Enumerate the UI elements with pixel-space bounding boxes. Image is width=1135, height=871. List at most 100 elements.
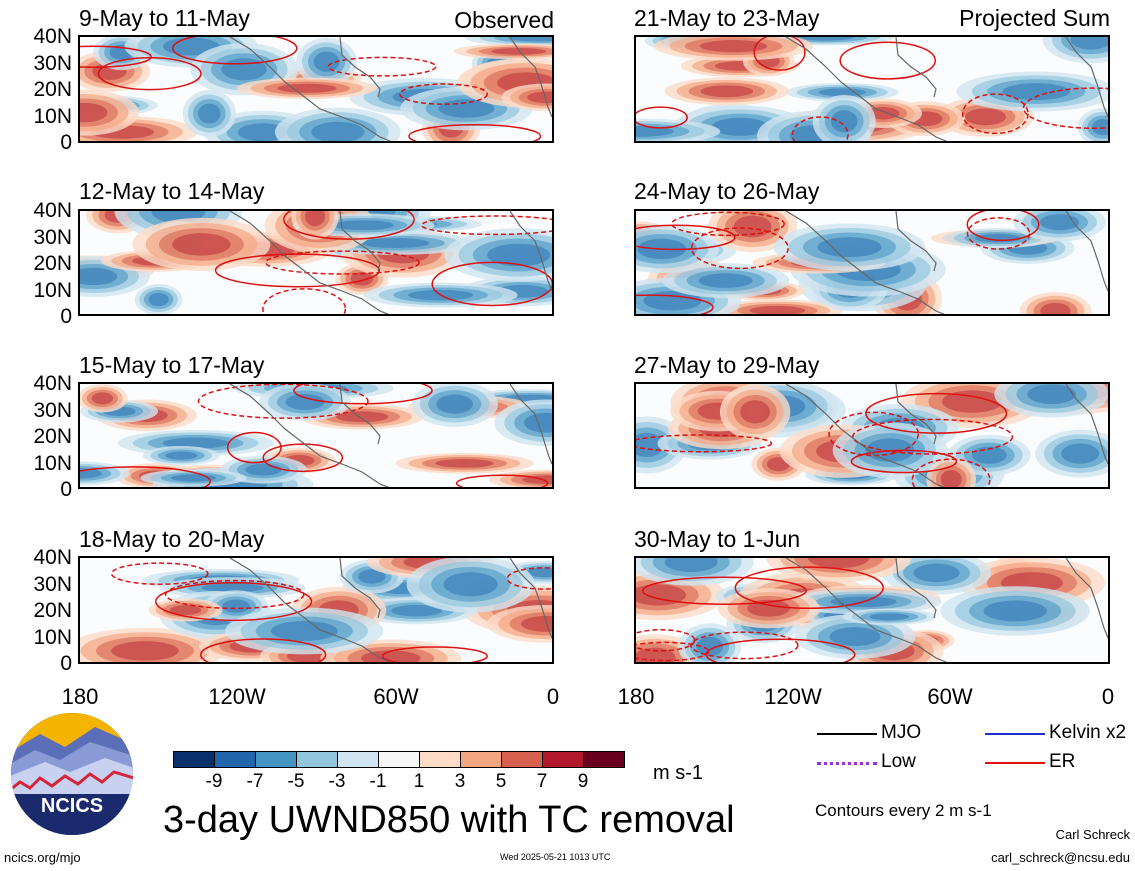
anomaly-blob [636, 126, 674, 137]
anomaly-blob [236, 461, 291, 479]
anomaly-blob [829, 627, 881, 647]
footer-email: carl_schreck@ncsu.edu [991, 850, 1130, 865]
y-tick-label: 30N [33, 572, 72, 596]
anomaly-blob [285, 394, 325, 410]
anomaly-blob [974, 233, 1021, 243]
anomaly-blob [987, 79, 1086, 104]
panel-title-6: 24-May to 26-May [634, 178, 820, 204]
anomaly-blob [307, 46, 346, 77]
logo-text: NCICS [41, 795, 103, 817]
legend-er-label: ER [1049, 751, 1076, 772]
er-contour [961, 93, 1029, 135]
anomaly-blob [421, 456, 508, 470]
colorbar-swatch [542, 751, 584, 768]
anomaly-blob [172, 233, 231, 256]
er-contour [154, 582, 313, 622]
legend-low-line [817, 762, 877, 765]
legend-low-label: Low [881, 751, 916, 772]
anomaly-blob [965, 108, 1007, 126]
y-tick-label: 40N [33, 25, 72, 48]
er-contour [690, 227, 789, 270]
anomaly-blob [869, 613, 910, 621]
anomaly-blob [818, 88, 867, 97]
anomaly-blob [696, 636, 724, 657]
x-tick-right-0: 0 [1101, 684, 1115, 709]
anomaly-blob [664, 558, 718, 573]
anomaly-blob [358, 569, 386, 584]
anomaly-blob [333, 220, 394, 231]
y-tick-label: 40N [33, 546, 72, 569]
anomaly-blob [1027, 384, 1076, 405]
colorbar-label: -5 [287, 771, 305, 792]
anomaly-blob [162, 437, 229, 449]
anomaly-blob [955, 104, 1016, 130]
er-contour [226, 431, 282, 464]
er-contour [791, 116, 849, 141]
anomaly-blob [1016, 384, 1087, 409]
anomaly-blob [478, 46, 552, 57]
footer-author: Carl Schreck [1055, 827, 1130, 842]
y-tick-label: 0 [60, 478, 72, 501]
anomaly-blob [255, 616, 353, 646]
y-tick-label: 0 [60, 131, 72, 154]
er-contour [636, 434, 773, 453]
anomaly-blob [487, 243, 551, 267]
colorbar-label: 1 [413, 771, 425, 792]
y-tick-label: 20N [33, 252, 72, 275]
anomaly-blob [361, 238, 430, 249]
coastline [229, 558, 552, 662]
anomaly-blob [216, 596, 257, 616]
anomaly-blob [157, 449, 205, 462]
map-panel-3 [78, 382, 554, 489]
anomaly-blob [443, 572, 498, 597]
anomaly-blob [165, 451, 198, 460]
legend-mjo-line [817, 733, 877, 735]
coastline [229, 37, 552, 141]
anomaly-blob [522, 475, 552, 485]
anomaly-blob [983, 600, 1047, 622]
er-contour [80, 45, 152, 68]
anomaly-blob [802, 232, 897, 262]
anomaly-blob [111, 641, 179, 661]
x-tick-left-180: 180 [61, 684, 99, 709]
anomaly-blob [221, 58, 267, 81]
er-contour [636, 224, 736, 251]
x-tick-right-60w: 60W [927, 684, 973, 709]
anomaly-blob [942, 390, 1003, 413]
anomaly-blob [143, 289, 174, 310]
map-panel-5 [634, 35, 1110, 143]
er-contour [1022, 87, 1108, 129]
anomaly-blob [796, 37, 855, 41]
anomaly-field-2 [80, 211, 552, 314]
anomaly-blob [1039, 214, 1080, 231]
x-tick-right-120w: 120W [764, 684, 822, 709]
er-contour [850, 449, 958, 474]
er-contour [839, 41, 937, 80]
anomaly-blob [807, 86, 877, 98]
anomaly-blob [747, 599, 791, 617]
anomaly-blob [733, 215, 772, 238]
er-contour [671, 211, 785, 237]
anomaly-blob [80, 267, 118, 286]
y-tick-label: 40N [33, 199, 72, 222]
colorbar-swatch [460, 751, 502, 768]
colorbar-swatch [378, 751, 420, 768]
anomaly-blob [688, 82, 766, 100]
anomaly-blob [237, 123, 288, 141]
colorbar-label: 9 [577, 771, 589, 792]
y-tick-label: 0 [60, 652, 72, 675]
anomaly-blob [158, 228, 244, 261]
anomaly-blob [300, 211, 330, 231]
coastline [229, 211, 552, 314]
colorbar-swatch [173, 751, 215, 768]
anomaly-blob [86, 389, 119, 408]
er-contour [399, 83, 489, 105]
anomaly-blob [193, 99, 226, 129]
anomaly-blob [345, 235, 445, 251]
panel-title-3: 15-May to 17-May [79, 352, 265, 378]
ncics-logo: NCICS [10, 712, 134, 836]
anomaly-blob [472, 238, 552, 272]
anomaly-blob [95, 636, 195, 662]
colorbar-swatch [214, 751, 256, 768]
anomaly-blob [1052, 438, 1108, 469]
